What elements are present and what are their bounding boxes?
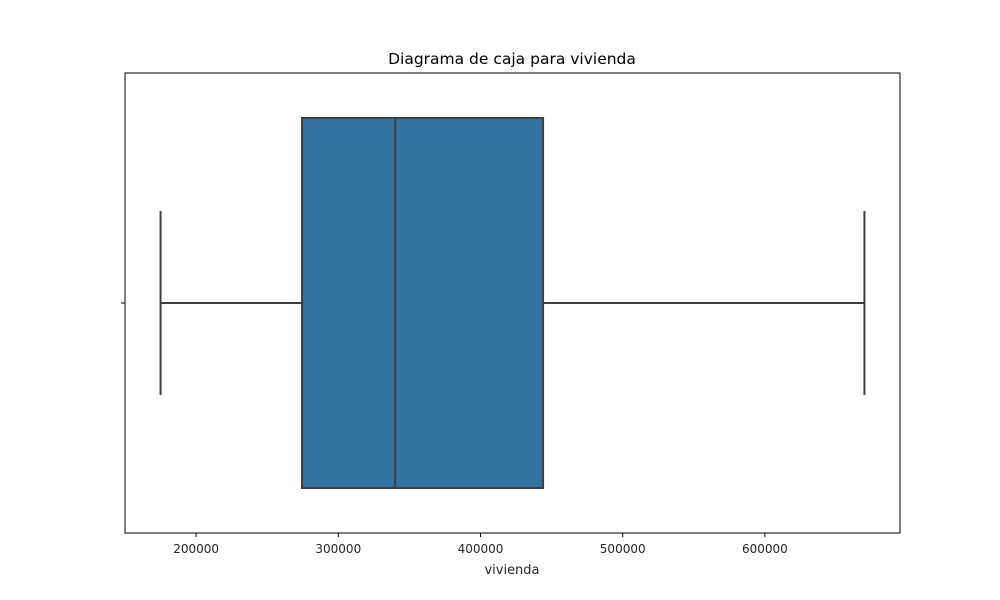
chart-title: Diagrama de caja para vivienda — [388, 50, 636, 68]
plot-area — [121, 72, 901, 534]
x-axis-label: vivienda — [484, 563, 539, 578]
x-tick-label: 500000 — [600, 542, 646, 556]
x-tick-label: 600000 — [742, 542, 788, 556]
x-tick-label: 200000 — [173, 542, 219, 556]
x-tick-label: 400000 — [458, 542, 504, 556]
x-axis: 200000 300000 400000 500000 600000 — [173, 533, 788, 556]
x-tick-label: 300000 — [315, 542, 361, 556]
iqr-box — [301, 117, 545, 489]
